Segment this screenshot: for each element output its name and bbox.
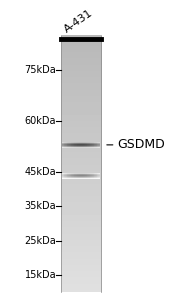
Text: A-431: A-431 xyxy=(62,8,94,34)
Text: GSDMD: GSDMD xyxy=(117,138,165,152)
Text: 75kDa: 75kDa xyxy=(25,65,56,75)
Text: 35kDa: 35kDa xyxy=(25,201,56,212)
Text: 25kDa: 25kDa xyxy=(25,236,56,245)
Text: 60kDa: 60kDa xyxy=(25,116,56,126)
Text: 45kDa: 45kDa xyxy=(25,167,56,177)
Text: 15kDa: 15kDa xyxy=(25,270,56,280)
